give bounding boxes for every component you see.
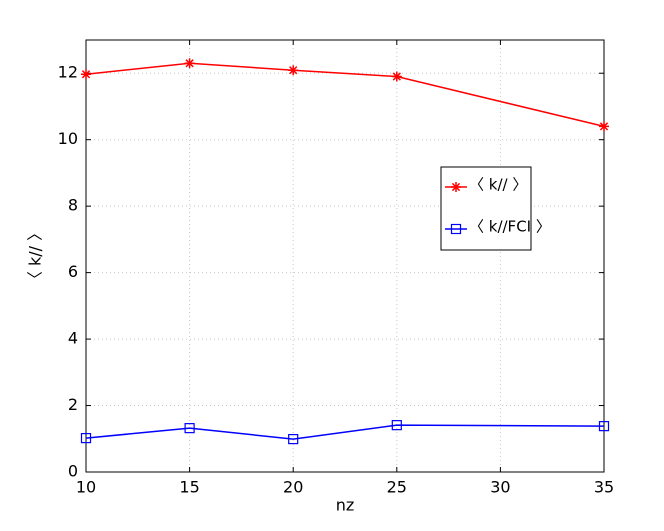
marker <box>391 420 402 431</box>
plot-frame <box>85 39 605 473</box>
x-axis-label: nz <box>336 496 355 515</box>
legend-label: 〈 k// 〉 <box>469 176 527 194</box>
x-tick-label: 10 <box>76 478 96 497</box>
y-tick-label: 4 <box>68 329 78 348</box>
legend-label: 〈 k//FCI 〉 <box>469 218 551 236</box>
marker <box>599 121 609 132</box>
legend-marker <box>451 182 461 192</box>
y-tick-label: 10 <box>58 129 78 148</box>
marker <box>81 69 91 80</box>
marker-asterisk <box>599 121 609 132</box>
marker-asterisk <box>184 58 195 69</box>
y-axis-label: 〈 k// 〉 <box>26 225 45 287</box>
series-line <box>85 424 605 440</box>
marker <box>598 421 610 432</box>
y-tick-label: 0 <box>68 462 78 481</box>
marker-square <box>184 423 195 434</box>
x-tick-label: 30 <box>490 478 510 497</box>
marker-square <box>450 223 462 235</box>
y-tick-label: 2 <box>68 395 78 414</box>
marker <box>391 71 402 82</box>
legend-box <box>440 166 532 251</box>
marker <box>80 433 92 444</box>
marker <box>288 434 299 445</box>
marker-square <box>391 420 402 431</box>
x-tick-label: 25 <box>387 478 407 497</box>
y-tick-label: 12 <box>58 63 78 82</box>
legend-marker <box>450 223 462 235</box>
x-tick-label: 20 <box>283 478 303 497</box>
y-tick-label: 8 <box>68 196 78 215</box>
marker-square <box>288 434 299 445</box>
marker <box>184 423 195 434</box>
y-tick-label: 6 <box>68 262 78 281</box>
marker <box>184 58 195 69</box>
marker-square <box>598 421 610 432</box>
marker-asterisk <box>81 69 91 80</box>
marker <box>288 65 299 76</box>
x-tick-label: 15 <box>179 478 199 497</box>
x-tick-label: 35 <box>594 478 614 497</box>
marker-asterisk <box>288 65 299 76</box>
marker-square <box>80 433 92 444</box>
marker-asterisk <box>451 182 461 192</box>
marker-asterisk <box>391 71 402 82</box>
